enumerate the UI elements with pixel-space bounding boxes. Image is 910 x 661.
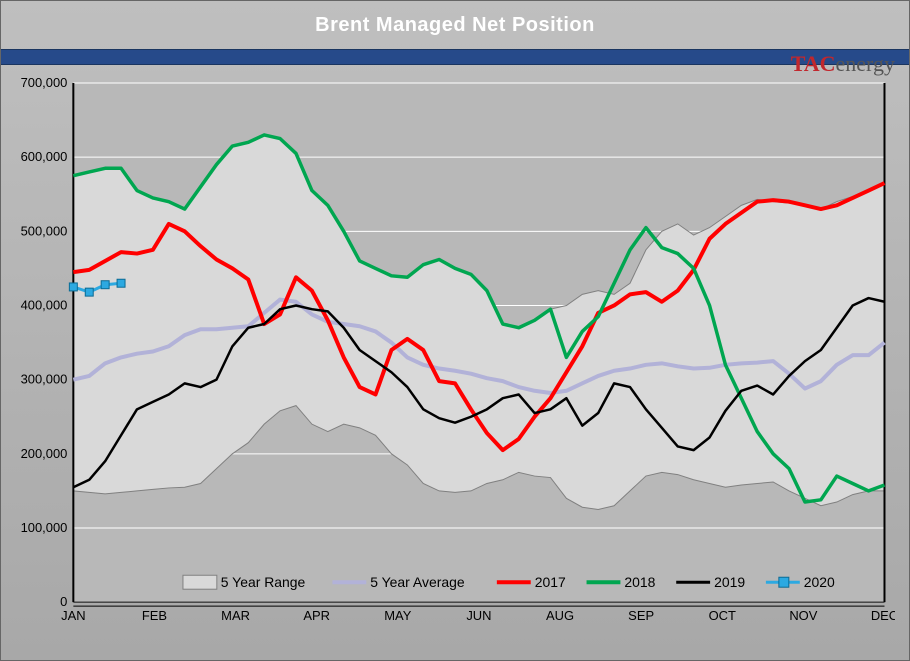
x-tick-label: NOV: [789, 608, 817, 623]
logo-part2: energy: [836, 51, 895, 76]
brand-logo: TACenergy: [791, 51, 895, 77]
marker-2020: [101, 281, 109, 289]
y-tick-label: 600,000: [21, 149, 68, 164]
x-tick-label: JUN: [466, 608, 491, 623]
legend-label: 2019: [714, 574, 745, 590]
marker-2020: [117, 279, 125, 287]
chart-frame: Brent Managed Net Position TACenergy 0 10…: [0, 0, 910, 661]
y-tick-label: 100,000: [21, 520, 68, 535]
x-tick-label: AUG: [546, 608, 574, 623]
legend-label: 2020: [804, 574, 835, 590]
y-tick-label: 0: [60, 594, 67, 609]
x-tick-label: FEB: [142, 608, 167, 623]
logo-part1: TAC: [791, 51, 836, 76]
x-tick-label: APR: [303, 608, 330, 623]
legend-label: 2018: [624, 574, 655, 590]
x-tick-label: SEP: [628, 608, 654, 623]
accent-strip: [1, 49, 909, 65]
legend-label: 5 Year Average: [370, 574, 465, 590]
y-tick-label: 200,000: [21, 446, 68, 461]
x-tick-label: MAY: [384, 608, 411, 623]
y-tick-label: 300,000: [21, 372, 68, 387]
x-tick-label: JAN: [61, 608, 85, 623]
y-tick-label: 500,000: [21, 223, 68, 238]
x-tick-label: OCT: [709, 608, 736, 623]
chart-title: Brent Managed Net Position: [1, 1, 909, 49]
legend-label: 2017: [535, 574, 566, 590]
legend-label: 5 Year Range: [221, 574, 306, 590]
y-tick-label: 700,000: [21, 77, 68, 90]
marker-2020: [85, 288, 93, 296]
marker-2020: [69, 283, 77, 291]
plot-area: 0 100,000 200,000 300,000 400,000 500,000 600,…: [15, 77, 895, 646]
y-tick-label: 400,000: [21, 297, 68, 312]
x-tick-label: DEC: [871, 608, 895, 623]
x-tick-label: MAR: [221, 608, 250, 623]
chart-svg: 0 100,000 200,000 300,000 400,000 500,000 600,…: [15, 77, 895, 646]
